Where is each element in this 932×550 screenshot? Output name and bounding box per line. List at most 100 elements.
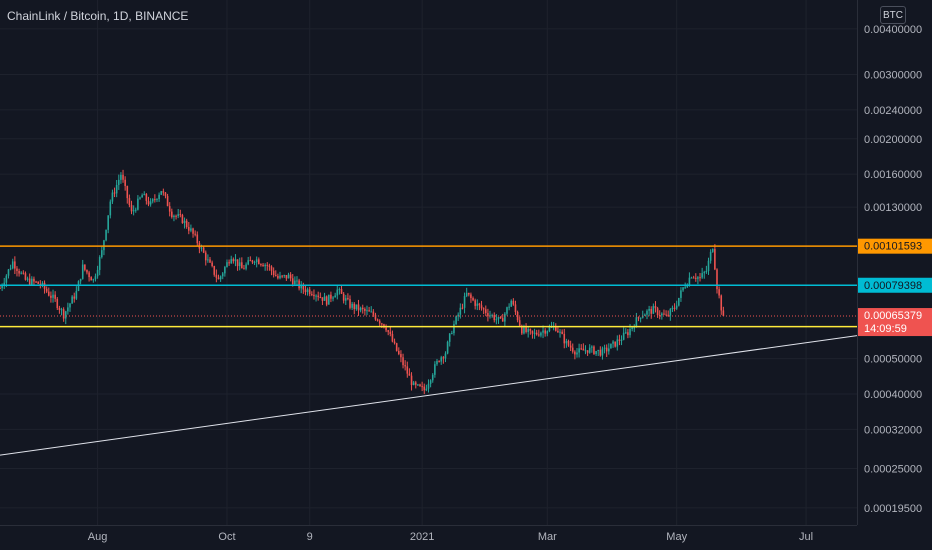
candle-body [28,278,31,285]
price-tick-label: 0.00032000 [864,424,922,436]
candle-body [217,277,220,280]
candle-body [16,268,18,272]
candle-body [149,201,152,205]
candle-body [11,261,14,269]
candle-body [381,323,383,325]
candle-body [101,250,103,258]
candle [610,343,612,349]
candle [614,341,616,348]
candle [183,217,186,229]
candle [47,287,50,297]
candle-body [260,264,262,266]
candle [187,222,190,235]
candle [3,277,6,290]
candle [196,231,199,247]
time-axis[interactable]: Aug Oct 9 2021 Mar May Jul [0,525,932,550]
candle-body [629,328,631,336]
candle-body [300,284,303,289]
candle-body [58,308,61,310]
candle-body [385,327,387,331]
candle [330,291,332,303]
candle [334,292,336,298]
candle [624,328,627,334]
candle [423,383,426,395]
candle-body [697,277,699,279]
horizontal-levels[interactable] [0,245,857,328]
candle-body [661,313,663,316]
candle-body [24,273,27,280]
candle-body [531,330,534,334]
candle-body [351,303,353,308]
candle [147,196,150,207]
candle-body [540,332,542,336]
candle [716,268,718,294]
candle-body [321,297,324,301]
candle [421,381,423,392]
candle-body [62,309,65,319]
candle [215,269,218,283]
candle-body [33,278,35,282]
candle [177,208,179,219]
candle-body [175,215,177,217]
candle [241,257,243,269]
candle [274,270,277,277]
candle-body [334,295,336,298]
candle [228,259,230,266]
candle-body [325,296,328,305]
candle-body [359,307,362,311]
candle-body [378,320,381,324]
candle [213,265,216,277]
candle [344,294,347,305]
candle-body [192,228,194,234]
candle [81,259,84,280]
candle [247,256,249,266]
candle [84,264,86,272]
currency-badge[interactable]: BTC [880,6,906,24]
candle [620,335,623,346]
price-axis[interactable]: 0.00400000 0.00300000 0.00240000 0.00200000… [857,0,932,550]
candle [359,306,362,313]
candle [9,264,12,271]
candle [582,343,585,351]
candle [41,281,44,288]
candle [260,263,262,267]
candle [493,312,496,323]
candle [529,328,532,335]
candle [533,328,536,339]
candle-body [342,293,345,301]
candle-body [690,277,693,279]
candle [402,353,404,369]
candle-body [633,327,636,329]
candle [678,297,680,307]
candle [18,268,20,277]
candle [688,272,691,287]
candle [487,308,489,322]
candle-body [484,309,487,314]
candle [385,324,387,333]
candle-body [453,324,455,334]
candle-body [71,296,73,304]
candle [707,257,710,275]
candle [459,303,462,319]
candle [317,291,319,301]
candle [67,302,69,315]
price-tick-label: 0.00019500 [864,503,922,515]
candle [272,267,275,278]
last-price-label-background [858,308,932,337]
support-trendline[interactable] [0,335,858,456]
candle-body [241,262,243,269]
candle [270,265,273,276]
candle [470,292,472,303]
candle-body [90,277,93,281]
candle [37,281,39,285]
ascending-trendline[interactable] [0,335,858,456]
candle-body [22,272,25,274]
candle [281,275,283,279]
candle [682,286,684,292]
candle-body [463,296,466,308]
candle [58,305,61,314]
candle [605,344,608,357]
candle [627,329,629,339]
candle-body [451,333,453,335]
